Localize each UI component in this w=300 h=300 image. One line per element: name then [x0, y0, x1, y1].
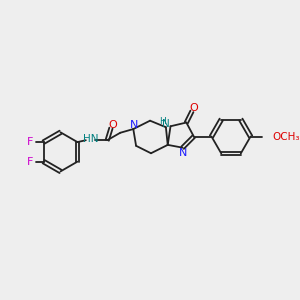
Text: O: O	[108, 120, 117, 130]
Text: H: H	[159, 117, 166, 126]
Text: OCH₃: OCH₃	[272, 131, 299, 142]
Text: N: N	[179, 148, 188, 158]
Text: F: F	[27, 157, 34, 166]
Text: O: O	[189, 103, 198, 112]
Text: N: N	[130, 120, 138, 130]
Text: F: F	[27, 137, 34, 147]
Text: N: N	[162, 119, 170, 129]
Text: HN: HN	[83, 134, 98, 144]
